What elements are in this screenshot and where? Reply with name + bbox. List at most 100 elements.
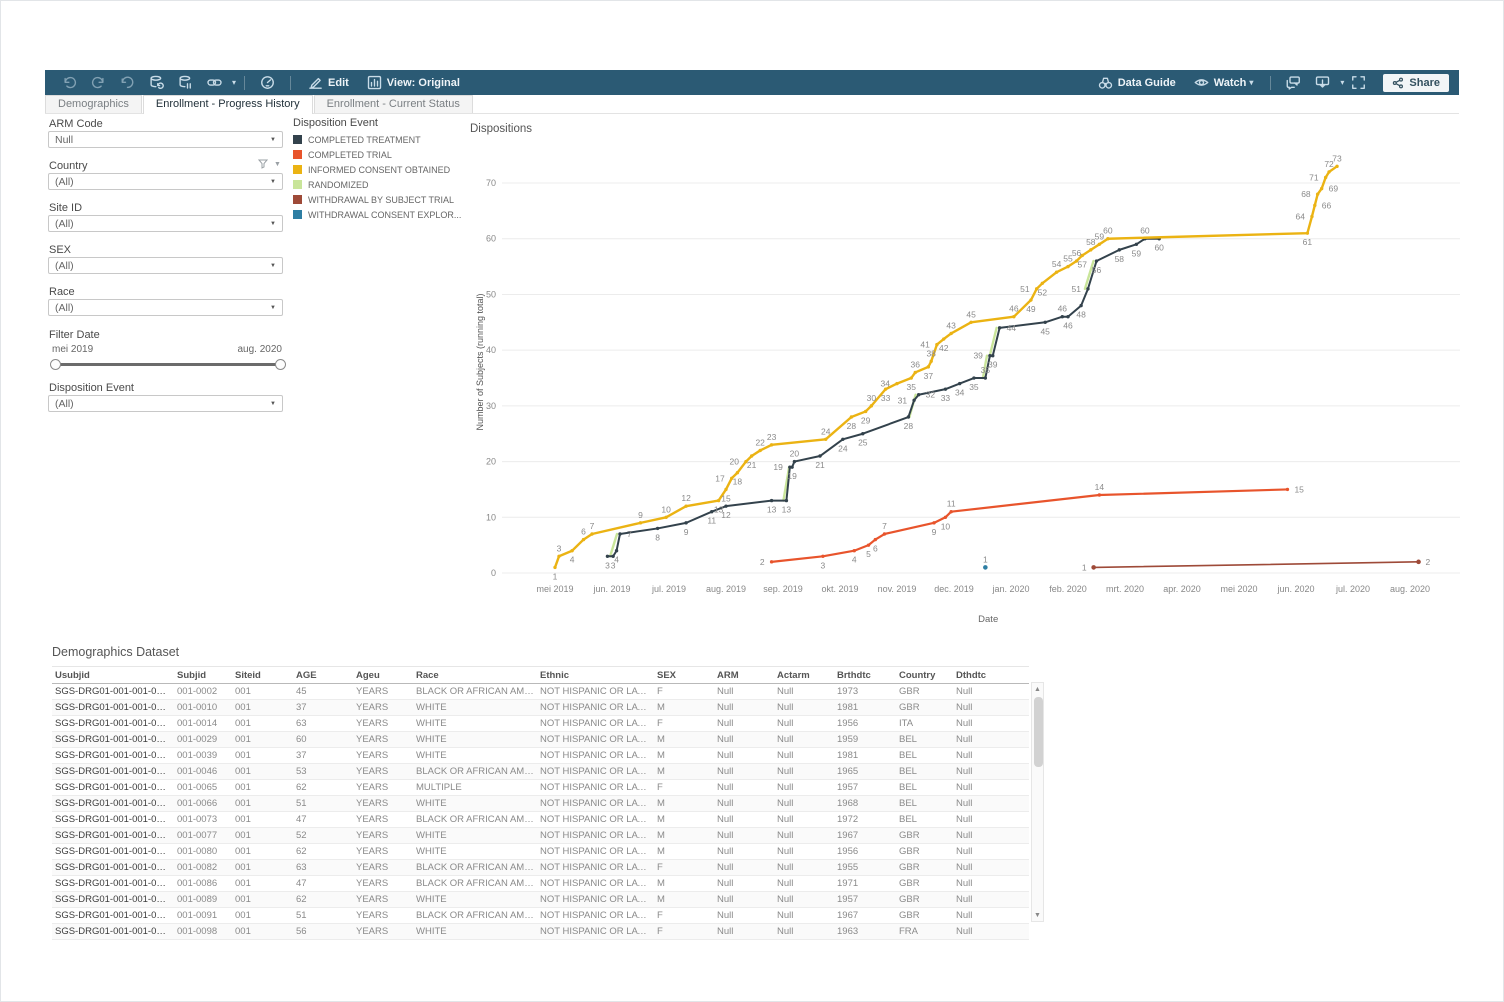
series-informed-consent-obtained-point[interactable] bbox=[824, 437, 828, 441]
series-randomized[interactable] bbox=[1083, 259, 1095, 291]
series-completed-treatment-point[interactable] bbox=[790, 465, 794, 469]
series-completed-trial-point[interactable] bbox=[769, 560, 774, 564]
series-randomized[interactable] bbox=[782, 465, 791, 502]
series-randomized[interactable] bbox=[988, 326, 998, 357]
series-completed-treatment-point[interactable] bbox=[784, 498, 789, 503]
race-select[interactable]: (All) ▼ bbox=[48, 299, 283, 316]
series-completed-trial-point[interactable] bbox=[949, 510, 953, 514]
series-informed-consent-obtained-point[interactable] bbox=[935, 342, 939, 347]
table-row[interactable]: SGS-DRG01-001-001-0089 001-0089 001 62 YEARS… bbox=[52, 891, 1029, 908]
site-id-select[interactable]: (All) ▼ bbox=[48, 215, 283, 232]
tab-demographics[interactable]: Demographics bbox=[45, 95, 142, 113]
series-informed-consent-obtained-point[interactable] bbox=[638, 521, 643, 525]
series-completed-treatment-point[interactable] bbox=[991, 354, 995, 358]
series-informed-consent-obtained-point[interactable] bbox=[553, 565, 557, 570]
scroll-up-icon[interactable]: ▲ bbox=[1034, 685, 1041, 693]
series-informed-consent-obtained-point[interactable] bbox=[869, 404, 874, 408]
series-informed-consent-obtained-point[interactable] bbox=[590, 532, 594, 536]
series-informed-consent-obtained-point[interactable] bbox=[895, 381, 899, 386]
series-completed-treatment-point[interactable] bbox=[792, 459, 797, 464]
table-row[interactable]: SGS-DRG01-001-001-0086 001-0086 001 47 YEARS… bbox=[52, 875, 1029, 892]
series-randomized[interactable] bbox=[981, 354, 989, 380]
legend-item[interactable]: WITHDRAWAL BY SUBJECT TRIAL bbox=[293, 192, 461, 207]
column-header-ageu[interactable]: Ageu bbox=[353, 666, 413, 684]
tab-enrollment-current-status[interactable]: Enrollment - Current Status bbox=[313, 95, 473, 113]
series-withdrawal-by-subject-trial[interactable] bbox=[1092, 561, 1420, 569]
series-completed-treatment-point[interactable] bbox=[916, 393, 921, 397]
series-informed-consent-obtained-point[interactable] bbox=[1097, 242, 1102, 247]
table-row[interactable]: SGS-DRG01-001-001-0066 001-0066 001 51 YEARS… bbox=[52, 795, 1029, 812]
series-informed-consent-obtained-point[interactable] bbox=[849, 415, 854, 419]
series-completed-treatment-point[interactable] bbox=[818, 454, 822, 458]
column-header-country[interactable]: Country bbox=[896, 666, 953, 684]
series-completed-treatment-point[interactable] bbox=[1043, 320, 1047, 325]
series-informed-consent-obtained-point[interactable] bbox=[1327, 170, 1331, 174]
series-informed-consent-obtained-point[interactable] bbox=[1066, 264, 1070, 269]
series-informed-consent-obtained-point[interactable] bbox=[730, 476, 734, 480]
series-completed-treatment-point[interactable] bbox=[611, 554, 615, 558]
date-slider-handle-right[interactable] bbox=[275, 359, 286, 370]
edit-button[interactable]: Edit bbox=[308, 75, 349, 90]
fullscreen-icon[interactable] bbox=[1351, 75, 1366, 90]
series-completed-trial-point[interactable] bbox=[852, 549, 856, 553]
series-informed-consent-obtained-point[interactable] bbox=[1034, 287, 1039, 291]
revert-icon[interactable] bbox=[120, 75, 135, 90]
download-icon[interactable] bbox=[1315, 75, 1330, 90]
table-row[interactable]: SGS-DRG01-001-001-0080 001-0080 001 62 YEARS… bbox=[52, 843, 1029, 860]
series-informed-consent-obtained-point[interactable] bbox=[883, 387, 888, 391]
series-informed-consent-obtained-point[interactable] bbox=[570, 549, 574, 553]
table-row[interactable]: SGS-DRG01-001-001-0082 001-0082 001 63 YEARS… bbox=[52, 859, 1029, 876]
speed-gauge-icon[interactable] bbox=[260, 75, 275, 90]
table-scrollbar[interactable]: ▲ ▼ bbox=[1031, 682, 1044, 922]
series-informed-consent-obtained-point[interactable] bbox=[581, 537, 586, 542]
legend-item[interactable]: COMPLETED TRIAL bbox=[293, 147, 461, 162]
series-completed-treatment-point[interactable] bbox=[1079, 303, 1083, 308]
series-completed-treatment-point[interactable] bbox=[618, 532, 622, 536]
series-completed-trial-point[interactable] bbox=[873, 537, 878, 542]
series-completed-treatment-point[interactable] bbox=[841, 437, 845, 441]
series-withdrawal-by-subject-trial-point[interactable] bbox=[1091, 565, 1096, 570]
series-informed-consent-obtained-point[interactable] bbox=[942, 337, 946, 341]
series-completed-treatment-point[interactable] bbox=[861, 432, 865, 436]
table-row[interactable]: SGS-DRG01-001-001-0029 001-0029 001 60 YEARS… bbox=[52, 731, 1029, 748]
series-completed-treatment-point[interactable] bbox=[997, 326, 1002, 330]
chevron-down-icon[interactable]: ▾ bbox=[1340, 78, 1345, 87]
series-completed-trial-point[interactable] bbox=[866, 543, 871, 547]
pause-updates-icon[interactable] bbox=[178, 75, 193, 90]
series-informed-consent-obtained-point[interactable] bbox=[744, 459, 748, 464]
series-completed-treatment-point[interactable] bbox=[655, 526, 660, 531]
column-header-actarm[interactable]: Actarm bbox=[774, 666, 834, 684]
series-informed-consent-obtained-point[interactable] bbox=[1074, 259, 1079, 263]
series-completed-treatment-point[interactable] bbox=[906, 415, 911, 419]
series-completed-treatment-point[interactable] bbox=[958, 381, 962, 386]
scroll-down-icon[interactable]: ▼ bbox=[1034, 911, 1041, 919]
series-completed-trial-point[interactable] bbox=[882, 532, 887, 536]
series-informed-consent-obtained-point[interactable] bbox=[749, 454, 754, 458]
redo-icon[interactable] bbox=[91, 75, 106, 90]
scrollbar-thumb[interactable] bbox=[1034, 697, 1043, 767]
column-header-ethnic[interactable]: Ethnic bbox=[537, 666, 654, 684]
series-completed-treatment-point[interactable] bbox=[724, 504, 728, 508]
series-completed-treatment-point[interactable] bbox=[912, 398, 916, 402]
series-completed-treatment-point[interactable] bbox=[1134, 242, 1139, 247]
series-completed-treatment-point[interactable] bbox=[988, 354, 992, 358]
series-informed-consent-obtained-point[interactable] bbox=[684, 504, 688, 508]
column-header-brthdtc[interactable]: Brthdtc bbox=[834, 666, 896, 684]
series-completed-treatment-point[interactable] bbox=[1086, 287, 1090, 291]
tab-enrollment-progress-history[interactable]: Enrollment - Progress History bbox=[142, 95, 313, 114]
series-informed-consent-obtained-point[interactable] bbox=[1305, 231, 1310, 235]
table-row[interactable]: SGS-DRG01-001-001-0010 001-0010 001 37 YEARS… bbox=[52, 699, 1029, 716]
legend-item[interactable]: INFORMED CONSENT OBTAINED bbox=[293, 162, 461, 177]
series-completed-treatment-point[interactable] bbox=[769, 498, 774, 503]
data-guide-button[interactable]: Data Guide bbox=[1098, 75, 1176, 90]
arm-code-select[interactable]: Null ▼ bbox=[48, 131, 283, 148]
column-header-dthdtc[interactable]: Dthdtc bbox=[953, 666, 1029, 684]
series-completed-treatment-point[interactable] bbox=[1117, 248, 1121, 252]
column-header-siteid[interactable]: Siteid bbox=[232, 666, 293, 684]
series-informed-consent-obtained-point[interactable] bbox=[913, 370, 917, 375]
series-informed-consent-obtained-point[interactable] bbox=[863, 409, 868, 414]
series-informed-consent-obtained-point[interactable] bbox=[1080, 253, 1084, 258]
series-completed-treatment-point[interactable] bbox=[1060, 315, 1064, 319]
series-informed-consent-obtained-point[interactable] bbox=[1012, 315, 1016, 319]
series-informed-consent-obtained-point[interactable] bbox=[1029, 298, 1033, 302]
